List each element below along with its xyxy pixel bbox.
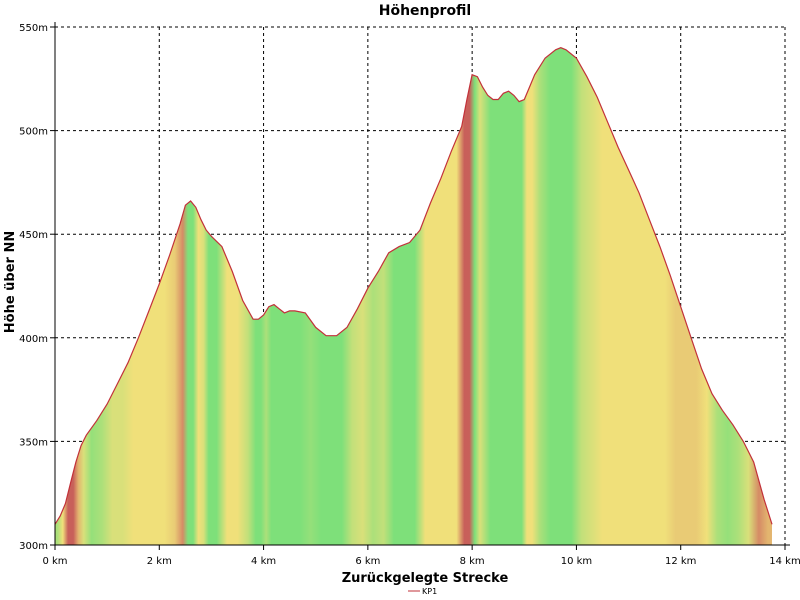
plot-area: [54, 47, 773, 545]
legend-label: KP1: [422, 587, 437, 596]
y-tick-label: 400m: [19, 334, 48, 345]
tick-labels: 0 km 2 km 4 km 6 km 8 km 10 km 12 km 14 km 300m 3…: [19, 23, 800, 567]
x-tick-label: 6 km: [355, 556, 380, 567]
x-tick-label: 12 km: [665, 556, 696, 567]
series-line-kp1: [54, 47, 773, 525]
y-tick-label: 350m: [19, 437, 48, 448]
chart-title: Höhenprofil: [379, 3, 471, 19]
y-tick-label: 500m: [19, 127, 48, 138]
axes: [50, 22, 790, 550]
x-tick-label: 14 km: [769, 556, 800, 567]
x-tick-label: 2 km: [147, 556, 172, 567]
y-tick-label: 450m: [19, 230, 48, 241]
legend: KP1: [408, 587, 437, 596]
y-tick-label: 300m: [19, 541, 48, 552]
y-axis-title: Höhe über NN: [3, 231, 18, 333]
x-tick-label: 10 km: [561, 556, 592, 567]
x-tick-label: 4 km: [251, 556, 276, 567]
y-tick-label: 550m: [19, 23, 48, 34]
x-axis-title: Zurückgelegte Strecke: [342, 571, 509, 586]
elevation-area-fill: [55, 47, 772, 545]
x-tick-label: 0 km: [42, 556, 67, 567]
x-tick-label: 8 km: [460, 556, 485, 567]
